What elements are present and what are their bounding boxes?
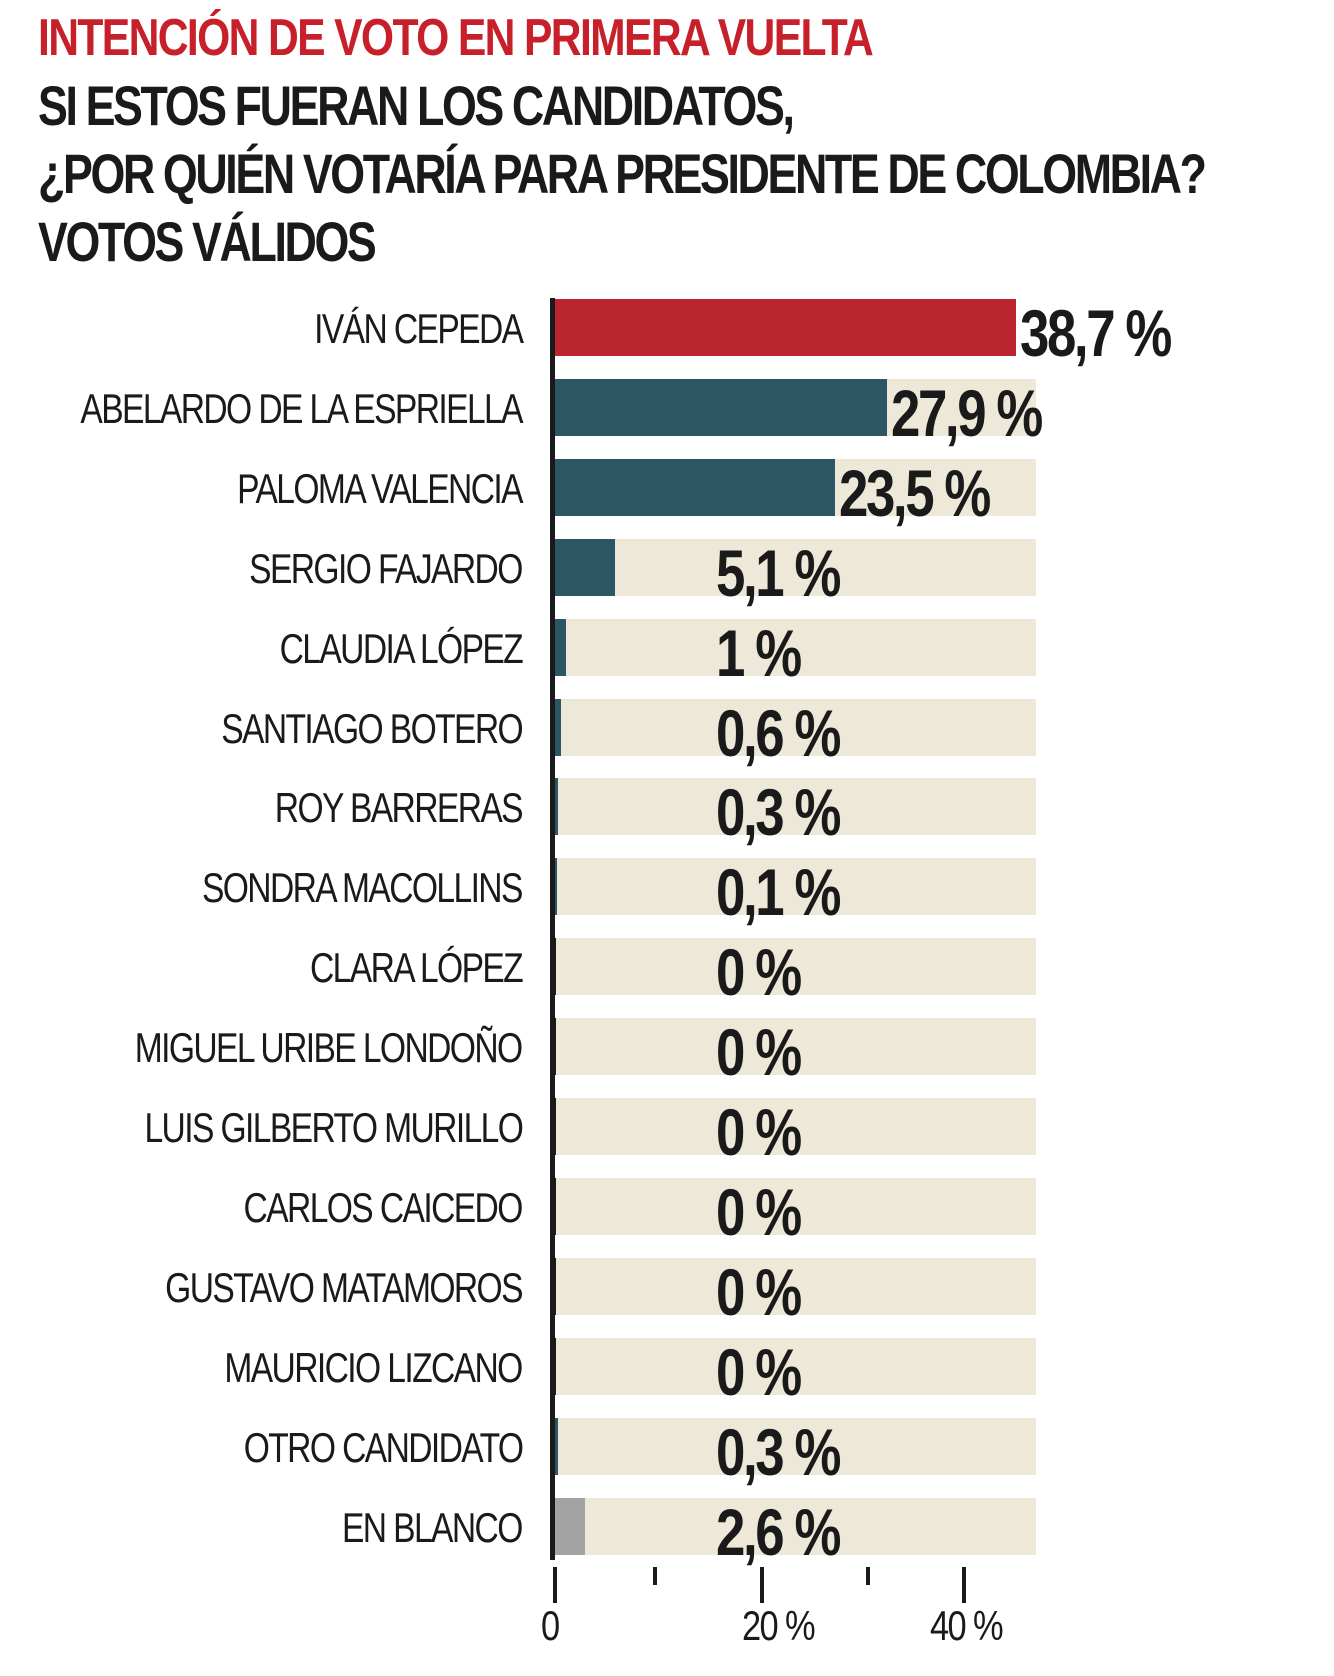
bar-row: ROY BARRERAS 0,3 % [0, 775, 1334, 849]
bar-fill [554, 1177, 556, 1235]
bar-row: MAURICIO LIZCANO 0 % [0, 1335, 1334, 1409]
bar-fill [554, 858, 557, 916]
bar-fill [554, 1098, 556, 1155]
bar-fill [554, 1257, 556, 1315]
value-label: 0,3 % [716, 775, 841, 850]
bar-fill [554, 299, 1017, 356]
bar-fill [554, 778, 558, 836]
bar-fill [554, 538, 615, 596]
candidate-label: CARLOS CAICEDO [243, 1183, 524, 1231]
bar-row: SONDRA MACOLLINS 0,1 % [0, 855, 1334, 929]
bar-row: PALOMA VALENCIA 23,5 % [0, 456, 1334, 530]
value-label: 27,9 % [891, 375, 1043, 450]
value-label: 38,7 % [1020, 296, 1172, 370]
bar-row: ABELARDO DE LA ESPRIELLA 27,9 % [0, 376, 1334, 450]
x-axis-tick-0 [553, 1567, 557, 1603]
candidate-label: SANTIAGO BOTERO [221, 704, 523, 752]
bar-fill [554, 378, 888, 436]
x-axis-label-0: 0 [541, 1602, 560, 1649]
chart-title: INTENCIÓN DE VOTO EN PRIMERA VUELTA [38, 9, 874, 67]
x-axis-tick-30 [866, 1567, 870, 1585]
candidate-label: LUIS GILBERTO MURILLO [144, 1104, 523, 1151]
candidate-label: SONDRA MACOLLINS [202, 864, 523, 912]
candidate-label: SERGIO FAJARDO [249, 544, 523, 592]
value-label: 0 % [716, 1254, 802, 1329]
value-label: 0 % [716, 1015, 802, 1090]
bar-track [554, 538, 1036, 596]
value-label: 23,5 % [838, 455, 991, 530]
candidate-label: MIGUEL URIBE LONDOÑO [135, 1024, 523, 1072]
value-label: 0,1 % [716, 855, 841, 930]
bar-track [554, 698, 1036, 756]
chart-subtitle-line-2: ¿POR QUIÉN VOTARÍA PARA PRESIDENTE DE CO… [38, 142, 1207, 205]
candidate-label: ROY BARRERAS [274, 784, 524, 832]
bar-track [554, 1177, 1036, 1235]
x-axis-tick-20 [760, 1567, 764, 1603]
candidate-label: MAURICIO LIZCANO [224, 1343, 524, 1391]
candidate-label: EN BLANCO [342, 1503, 523, 1551]
bar-track [554, 1417, 1036, 1475]
bar-track [554, 778, 1036, 836]
bar-fill [554, 1018, 556, 1076]
x-axis-tick-10 [653, 1567, 657, 1585]
value-label: 0,3 % [716, 1414, 841, 1489]
bar-track [554, 1497, 1036, 1555]
value-label: 1 % [716, 615, 802, 690]
bar-row: SERGIO FAJARDO 5,1 % [0, 536, 1334, 610]
candidate-label: IVÁN CEPEDA [313, 305, 524, 352]
chart-subtitle-line-1: SI ESTOS FUERAN LOS CANDIDATOS, [38, 74, 795, 137]
bar-track [554, 938, 1036, 996]
value-label: 0 % [716, 935, 802, 1010]
value-label: 2,6 % [716, 1494, 841, 1569]
bar-fill [554, 1337, 556, 1395]
value-label: 5,1 % [716, 535, 841, 610]
bar-track [554, 1018, 1036, 1076]
candidate-label: GUSTAVO MATAMOROS [165, 1263, 523, 1311]
bar-fill [554, 1417, 558, 1475]
bar-fill [554, 938, 556, 996]
bar-row: LUIS GILBERTO MURILLO 0 % [0, 1095, 1334, 1169]
candidate-label: CLARA LÓPEZ [309, 944, 524, 992]
x-axis-tick-40 [962, 1567, 966, 1603]
bar-fill [554, 698, 562, 756]
bar-row: CLAUDIA LÓPEZ 1 % [0, 616, 1334, 690]
value-label: 0 % [716, 1095, 802, 1169]
bar-track [554, 1257, 1036, 1315]
chart-subtitle-line-3: VOTOS VÁLIDOS [38, 210, 377, 273]
bar-row: IVÁN CEPEDA 38,7 % [0, 296, 1334, 370]
candidate-label: CLAUDIA LÓPEZ [279, 624, 524, 672]
x-axis-label-20: 20 % [742, 1602, 816, 1649]
candidate-label: PALOMA VALENCIA [237, 464, 523, 512]
value-label: 0 % [716, 1334, 802, 1409]
bar-fill [554, 618, 566, 676]
value-label: 0,6 % [716, 695, 841, 770]
bar-row: EN BLANCO 2,6 % [0, 1495, 1334, 1569]
candidate-label: ABELARDO DE LA ESPRIELLA [80, 384, 523, 432]
bar-row: GUSTAVO MATAMOROS 0 % [0, 1255, 1334, 1329]
candidate-label: OTRO CANDIDATO [243, 1423, 523, 1471]
bar-fill [554, 1497, 586, 1555]
y-axis-line [550, 298, 555, 1560]
bar-track [554, 1337, 1036, 1395]
bar-row: OTRO CANDIDATO 0,3 % [0, 1415, 1334, 1489]
bar-row: MIGUEL URIBE LONDOÑO 0 % [0, 1015, 1334, 1089]
value-label: 0 % [716, 1174, 802, 1249]
bar-track [554, 1098, 1036, 1155]
bar-row: SANTIAGO BOTERO 0,6 % [0, 696, 1334, 770]
bar-track [554, 858, 1036, 916]
bar-track [554, 618, 1036, 676]
bar-row: CARLOS CAICEDO 0 % [0, 1175, 1334, 1249]
bar-row: CLARA LÓPEZ 0 % [0, 935, 1334, 1009]
bar-fill [554, 458, 835, 516]
x-axis-label-40: 40 % [930, 1602, 1004, 1649]
